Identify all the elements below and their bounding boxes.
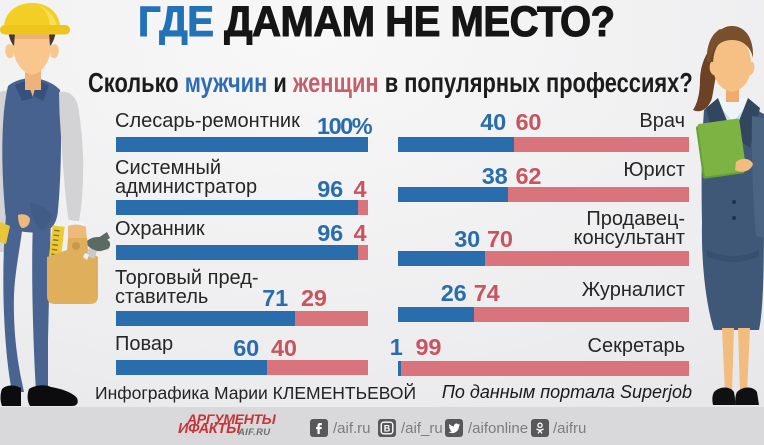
svg-text:В: В bbox=[384, 424, 391, 434]
